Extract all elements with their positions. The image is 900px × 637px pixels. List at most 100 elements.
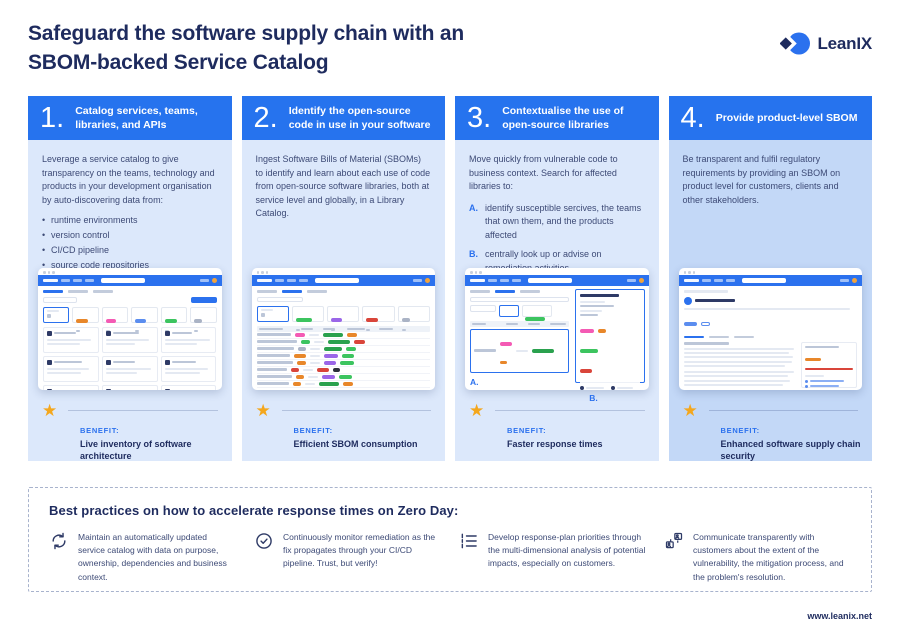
website-url: www.leanix.net <box>807 611 872 621</box>
product-sbom-screenshot <box>678 268 863 390</box>
sidebar-card <box>801 342 857 388</box>
best-practice-item: Maintain an automatically updated servic… <box>49 531 236 584</box>
page-title: Safeguard the software supply chain with… <box>28 20 464 78</box>
best-practices-items: Maintain an automatically updated servic… <box>49 531 851 584</box>
search-results-pane: A. <box>470 290 569 387</box>
benefit-label: BENEFIT: <box>80 426 120 435</box>
bullet-item: CI/CD pipeline <box>42 245 218 255</box>
priority-list-icon <box>461 533 477 549</box>
bullet-item: source code repositories <box>42 260 218 270</box>
browser-dots-icon <box>465 268 649 275</box>
step-3-benefit: BENEFIT: Faster response times <box>507 426 649 450</box>
step-3-header: 3. Contextualise the use of open-source … <box>455 96 659 140</box>
benefit-text: Enhanced software supply chain security <box>720 439 861 462</box>
list-text: centrally look up or advise on remediati… <box>485 249 602 273</box>
step-4-number: 4. <box>680 101 705 134</box>
library-table <box>256 332 430 388</box>
step-1-panel: Leverage a service catalog to give trans… <box>28 140 232 461</box>
bullet-item: version control <box>42 230 218 240</box>
browser-dots-icon <box>38 268 222 275</box>
highlighted-result-row <box>470 328 569 373</box>
page-title-line1: Safeguard the software supply chain with… <box>28 22 464 45</box>
vulnerability-search-screenshot: A. <box>465 268 649 390</box>
step-1-bullets: runtime environments version control CI/… <box>42 215 218 270</box>
browser-dots-icon <box>252 268 436 275</box>
benefit-label: BENEFIT: <box>293 426 333 435</box>
benefit-label: BENEFIT: <box>507 426 547 435</box>
list-letter: A. <box>469 202 478 213</box>
best-practices-title: Best practices on how to accelerate resp… <box>49 503 459 518</box>
best-practices-section: Best practices on how to accelerate resp… <box>28 487 872 592</box>
step-column-2: 2. Identify the open-source code in use … <box>241 96 445 461</box>
step-3-number: 3. <box>467 101 492 134</box>
step-columns: 1. Catalog services, teams, libraries, a… <box>28 96 872 461</box>
step-4-header: 4. Provide product-level SBOM <box>668 96 872 140</box>
step-column-4: 4. Provide product-level SBOM Be transpa… <box>668 96 872 462</box>
best-practice-item: Communicate transparently with customers… <box>664 531 851 584</box>
step-1-header: 1. Catalog services, teams, libraries, a… <box>28 96 232 140</box>
verified-check-icon <box>256 533 272 549</box>
benefit-text: Live inventory of software architecture <box>80 439 192 462</box>
step-4-title: Provide product-level SBOM <box>715 111 858 124</box>
step-1-number: 1. <box>40 101 65 134</box>
benefit-divider: ★ <box>255 401 431 420</box>
app-navbar <box>38 275 222 286</box>
leanix-logo-icon <box>780 32 811 55</box>
step-4-panel: Be transparent and fulfil regulatory req… <box>668 140 872 462</box>
star-icon: ★ <box>255 401 271 420</box>
benefit-divider: ★ <box>682 401 858 420</box>
bullet-item: runtime environments <box>42 215 218 225</box>
app-navbar <box>465 275 649 286</box>
page-title-line2: SBOM-backed Service Catalog <box>28 50 329 74</box>
brand-name: LeanIX <box>817 33 872 53</box>
step-2-number: 2. <box>253 101 278 134</box>
list-letter: B. <box>469 249 478 259</box>
table-header <box>256 325 430 332</box>
benefit-label: BENEFIT: <box>720 426 760 435</box>
app-navbar <box>678 275 862 286</box>
step-1-title: Catalog services, teams, libraries, and … <box>75 104 198 131</box>
sync-icon <box>52 532 66 550</box>
benefit-text: Efficient SBOM consumption <box>293 439 418 449</box>
browser-dots-icon <box>679 268 863 275</box>
stats-row <box>256 305 431 331</box>
annotation-a: A. <box>470 376 479 387</box>
benefit-text: Faster response times <box>507 439 603 449</box>
brand-logo: LeanIX <box>780 30 872 57</box>
fact-sheet-cards <box>43 326 217 390</box>
list-text: identify susceptible sercives, the teams… <box>485 202 642 240</box>
best-practice-text: Continuously monitor remediation as the … <box>283 532 436 569</box>
step-1-benefit: BENEFIT: Live inventory of software arch… <box>80 426 222 462</box>
step-2-title: Identify the open-source code in use in … <box>288 104 431 131</box>
document-text <box>683 342 797 390</box>
best-practice-text: Communicate transparently with customers… <box>693 532 844 582</box>
star-icon: ★ <box>42 401 58 420</box>
step-3-lettered-list: A. identify susceptible sercives, the tea… <box>469 202 645 276</box>
communication-icon <box>665 532 683 549</box>
benefit-divider: ★ <box>469 402 645 419</box>
service-catalog-screenshot <box>38 268 222 390</box>
best-practice-text: Maintain an automatically updated servic… <box>78 532 227 582</box>
step-3-title: Contextualise the use of open-source lib… <box>502 104 624 131</box>
step-2-header: 2. Identify the open-source code in use … <box>241 96 445 140</box>
step-2-body: Ingest Software Bills of Material (SBOMs… <box>255 154 431 218</box>
step-4-benefit: BENEFIT: Enhanced software supply chain … <box>721 426 863 462</box>
library-catalog-screenshot <box>251 268 436 390</box>
benefit-divider: ★ <box>42 402 218 419</box>
step-column-1: 1. Catalog services, teams, libraries, a… <box>28 96 232 461</box>
step-2-panel: Ingest Software Bills of Material (SBOMs… <box>241 140 445 461</box>
app-navbar <box>251 275 435 286</box>
annotation-b: B. <box>589 393 598 403</box>
best-practice-text: Develop response-plan priorities through… <box>488 532 646 569</box>
step-3-panel: Move quickly from vulnerable code to bus… <box>455 140 659 461</box>
star-icon: ★ <box>469 401 485 420</box>
step-2-benefit: BENEFIT: Efficient SBOM consumption <box>294 426 436 450</box>
step-1-body: Leverage a service catalog to give trans… <box>42 154 215 205</box>
star-icon: ★ <box>682 401 698 420</box>
stats-row <box>43 306 217 332</box>
best-practice-item: Develop response-plan priorities through… <box>459 531 646 584</box>
step-column-3: 3. Contextualise the use of open-source … <box>455 96 659 461</box>
best-practice-item: Continuously monitor remediation as the … <box>254 531 441 584</box>
fact-sheet-side-panel <box>574 289 645 390</box>
